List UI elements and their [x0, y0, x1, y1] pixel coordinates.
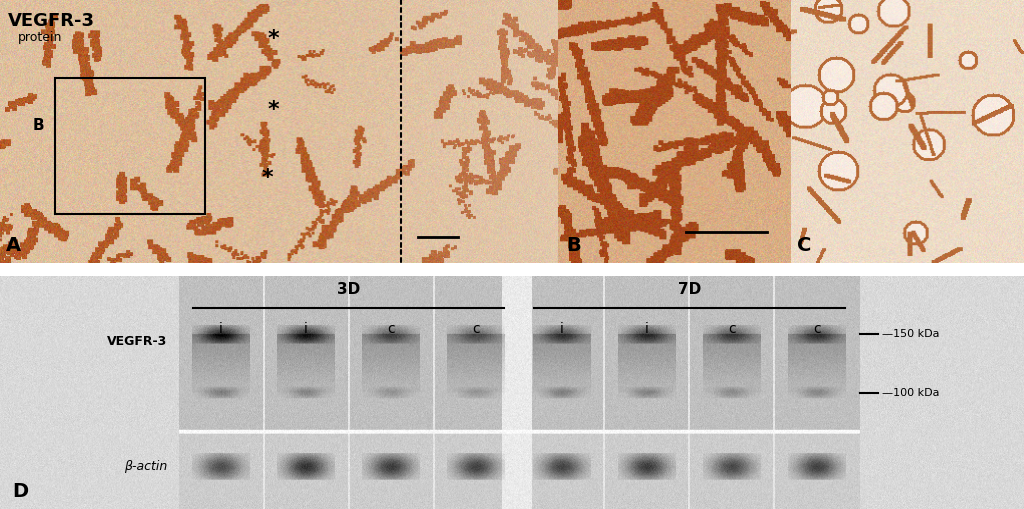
- Text: *: *: [261, 168, 272, 188]
- Text: B: B: [566, 236, 581, 256]
- Text: A: A: [6, 236, 22, 256]
- Text: c: c: [472, 322, 480, 336]
- Text: protein: protein: [18, 32, 62, 44]
- Text: c: c: [813, 322, 821, 336]
- Text: C: C: [797, 236, 811, 256]
- Text: i: i: [219, 322, 223, 336]
- Text: i: i: [645, 322, 649, 336]
- Bar: [55, 78, 205, 214]
- Text: c: c: [387, 322, 395, 336]
- Text: D: D: [12, 482, 28, 501]
- Text: B: B: [33, 119, 45, 133]
- Text: *: *: [267, 100, 279, 120]
- Text: VEGFR-3: VEGFR-3: [8, 12, 95, 30]
- Text: i: i: [560, 322, 564, 336]
- Text: 7D: 7D: [678, 282, 701, 297]
- Text: —100 kDa: —100 kDa: [882, 388, 939, 398]
- Text: c: c: [728, 322, 736, 336]
- Text: —150 kDa: —150 kDa: [882, 329, 939, 339]
- Text: 3D: 3D: [337, 282, 360, 297]
- Text: i: i: [304, 322, 308, 336]
- Text: VEGFR-3: VEGFR-3: [106, 335, 167, 348]
- Text: *: *: [267, 29, 279, 49]
- Text: β-actin: β-actin: [124, 460, 167, 473]
